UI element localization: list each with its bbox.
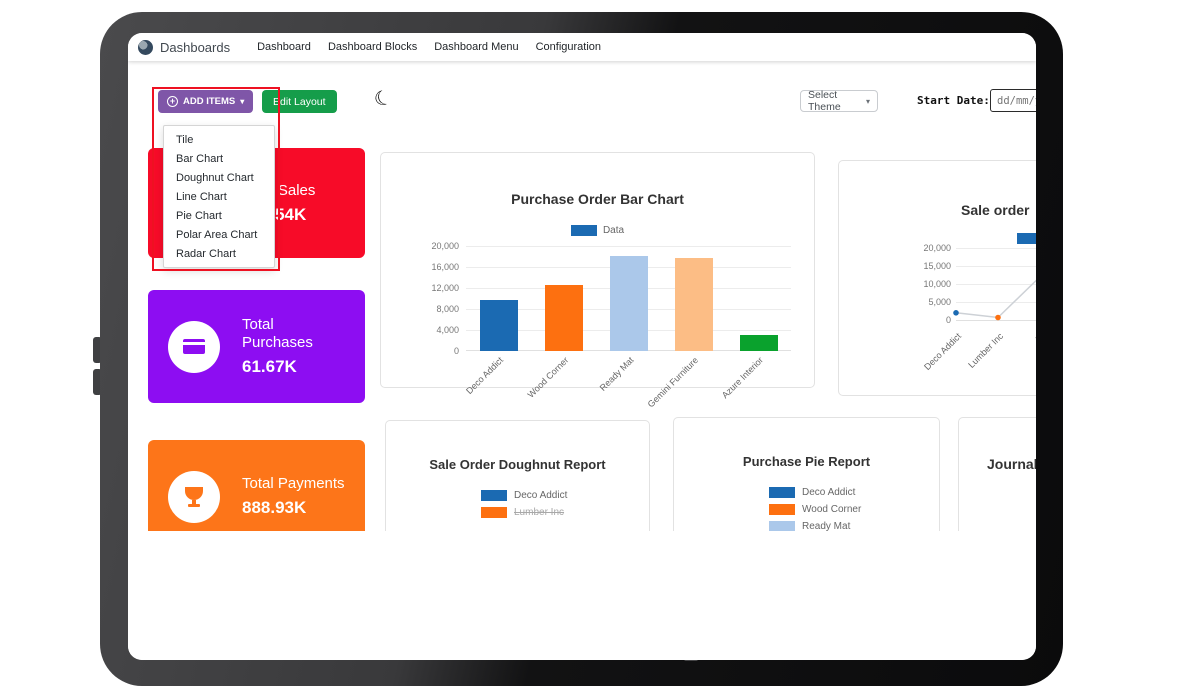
x-tick-label: Ready Mat [597,355,636,393]
x-tick-label: Deco Addict [464,355,506,397]
y-axis: 20,000 16,000 12,000 8,000 4,000 0 [381,153,459,387]
bar [544,284,583,351]
y-tick-label: 20,000 [431,241,459,251]
chart-title: Sale order [961,202,1030,218]
y-tick-label: 15,000 [923,261,951,271]
edit-layout-button[interactable]: Edit Layout [262,90,337,113]
bar [609,256,648,351]
legend-item[interactable]: Lumber Inc [481,507,564,518]
sale-order-line-chart-card: Sale order 20,000 15,000 10,000 5,000 0 … [838,160,1036,396]
tile-label: Total Purchases [242,316,313,351]
menu-item-pie-chart[interactable]: Pie Chart [176,209,222,222]
line-chart-plot [953,279,1036,321]
legend-item[interactable]: Ready Mat [769,521,850,532]
tile-value: 61.67K [242,357,297,376]
legend-label: Wood Corner [802,504,862,515]
x-tick-label: Wood Corner [525,355,571,400]
app-title: Dashboards [160,39,231,55]
legend-swatch [769,504,795,515]
x-tick-label: Azure Interior [720,355,766,401]
y-tick-label: 0 [453,346,459,356]
legend-label: Lumber Inc [514,507,565,518]
legend-swatch [769,521,795,532]
y-tick-label: 4,000 [436,325,459,335]
nav-item-dashboard-blocks[interactable]: Dashboard Blocks [327,41,418,53]
theme-select[interactable]: Select Theme ▾ [800,89,878,113]
menu-item-bar-chart[interactable]: Bar Chart [176,152,224,165]
tile-value: 888.93K [242,498,307,517]
chevron-down-icon: ▾ [865,96,870,106]
bar [674,257,713,351]
add-items-button[interactable]: + ADD ITEMS ▾ [158,90,254,113]
chart-title: Sale Order Doughnut Report [429,457,606,472]
edit-layout-label: Edit Layout [273,95,326,108]
content-cutoff-area [128,531,1036,660]
volume-down-button [93,369,102,395]
chart-title: Purchase Pie Report [742,454,871,469]
trophy-icon [168,470,220,523]
tile-label: Total Payments [242,475,345,492]
volume-up-button [93,337,102,363]
y-tick-label: 5,000 [928,297,951,307]
top-navbar: Dashboards Dashboard Dashboard Blocks Da… [128,33,1036,61]
y-tick-label: 16,000 [431,262,459,272]
y-tick-label: 10,000 [923,279,951,289]
nav-item-configuration[interactable]: Configuration [535,41,602,53]
menu-item-radar-chart[interactable]: Radar Chart [176,247,236,260]
add-icon: + [167,96,178,107]
legend-swatch [570,225,597,236]
bar [739,335,778,351]
chart-title: Purchase Order Bar Chart [511,191,684,207]
credit-card-icon [168,320,220,373]
menu-item-polar-area-chart[interactable]: Polar Area Chart [176,228,258,241]
add-items-label: ADD ITEMS [183,96,236,107]
x-tick-label: Jo [1033,331,1036,345]
chevron-down-icon: ▾ [240,97,245,106]
legend-item[interactable]: Deco Addict [481,490,567,501]
legend-swatch [769,487,795,498]
y-tick-label: 12,000 [431,283,459,293]
tablet-screen: Dashboards Dashboard Dashboard Blocks Da… [128,33,1036,660]
data-point [995,314,1001,321]
y-tick-label: 8,000 [436,304,459,314]
dark-mode-moon-icon[interactable]: ☾ [371,85,396,113]
bar-series [466,246,791,351]
legend-label: Data [602,225,625,236]
chart-legend: Deco Addict Lumber Inc [481,490,649,518]
theme-select-value: Select Theme [808,89,841,113]
nav-item-dashboard-menu[interactable]: Dashboard Menu [434,41,519,53]
app-logo-icon[interactable] [138,39,153,55]
chart-legend: Deco Addict Wood Corner Ready Mat [769,487,939,532]
menu-item-doughnut-chart[interactable]: Doughnut Chart [176,171,254,184]
legend-swatch [481,507,507,518]
nav-item-dashboard[interactable]: Dashboard [257,41,311,53]
chart-title: Journal [987,456,1036,472]
menu-item-tile[interactable]: Tile [176,133,194,146]
y-tick-label: 20,000 [923,243,951,253]
add-items-dropdown: Tile Bar Chart Doughnut Chart Line Chart… [163,125,275,268]
legend-item[interactable]: Deco Addict [769,487,855,498]
x-tick-label: Lumber Inc [966,331,1006,370]
bar [479,299,518,351]
legend-item[interactable]: Wood Corner [769,504,861,515]
legend-swatch[interactable] [1017,233,1036,244]
legend-swatch [481,490,507,501]
legend-label: Deco Addict [514,490,568,501]
tile-total-purchases[interactable]: Total Purchases 61.67K [148,290,365,403]
x-axis: Deco Addict Wood Corner Ready Mat Gemini… [465,353,791,409]
start-date-input[interactable] [990,89,1036,112]
y-tick-label: 0 [945,315,951,325]
purchase-order-bar-chart-card: Purchase Order Bar Chart Data 20,000 16,… [380,152,815,409]
legend-label: Deco Addict [802,487,856,498]
legend-item[interactable]: Data [381,225,814,236]
legend-label: Ready Mat [802,521,851,532]
y-axis: 20,000 15,000 10,000 5,000 0 [879,161,951,395]
menu-item-line-chart[interactable]: Line Chart [176,190,227,203]
start-date-label: Start Date: [917,94,990,107]
data-point [953,310,959,316]
